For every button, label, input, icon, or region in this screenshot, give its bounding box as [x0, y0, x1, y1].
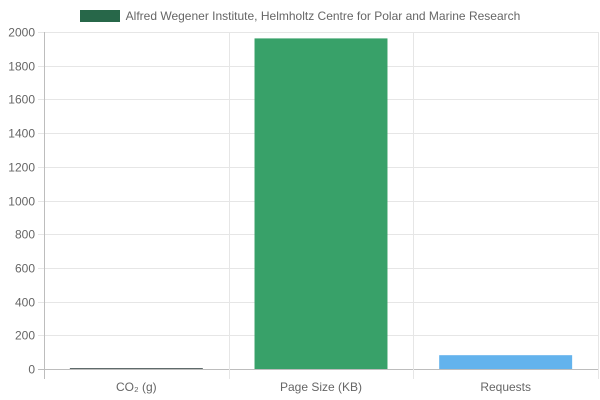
- bar[interactable]: [69, 368, 203, 369]
- y-tick-label: 800: [15, 228, 35, 242]
- legend-swatch[interactable]: [79, 10, 120, 22]
- y-tick-label: 1800: [8, 60, 35, 74]
- bars: [69, 38, 573, 369]
- y-tick-label: 400: [15, 296, 35, 310]
- bar[interactable]: [439, 355, 573, 369]
- y-tick-label: 1400: [8, 127, 35, 141]
- x-tick-label: Page Size (KB): [280, 380, 362, 394]
- bar[interactable]: [254, 38, 388, 369]
- y-tick-label: 1000: [8, 195, 35, 209]
- y-tick-label: 2000: [8, 26, 35, 40]
- y-tick-label: 0: [28, 363, 35, 377]
- y-axis-ticks: 0 200 400 600 800 1000 1200 1400 1600 1800 2000: [8, 26, 35, 377]
- y-tick-label: 1600: [8, 93, 35, 107]
- x-tick-label: Requests: [480, 380, 531, 394]
- x-tick-label: CO₂ (g): [116, 380, 157, 394]
- x-axis-ticks: CO₂ (g) Page Size (KB) Requests: [116, 380, 531, 394]
- y-tick-label: 600: [15, 262, 35, 276]
- legend-label: Alfred Wegener Institute, Helmholtz Cent…: [125, 9, 521, 23]
- y-tick-label: 200: [15, 329, 35, 343]
- legend: Alfred Wegener Institute, Helmholtz Cent…: [0, 8, 600, 24]
- y-tick-label: 1200: [8, 161, 35, 175]
